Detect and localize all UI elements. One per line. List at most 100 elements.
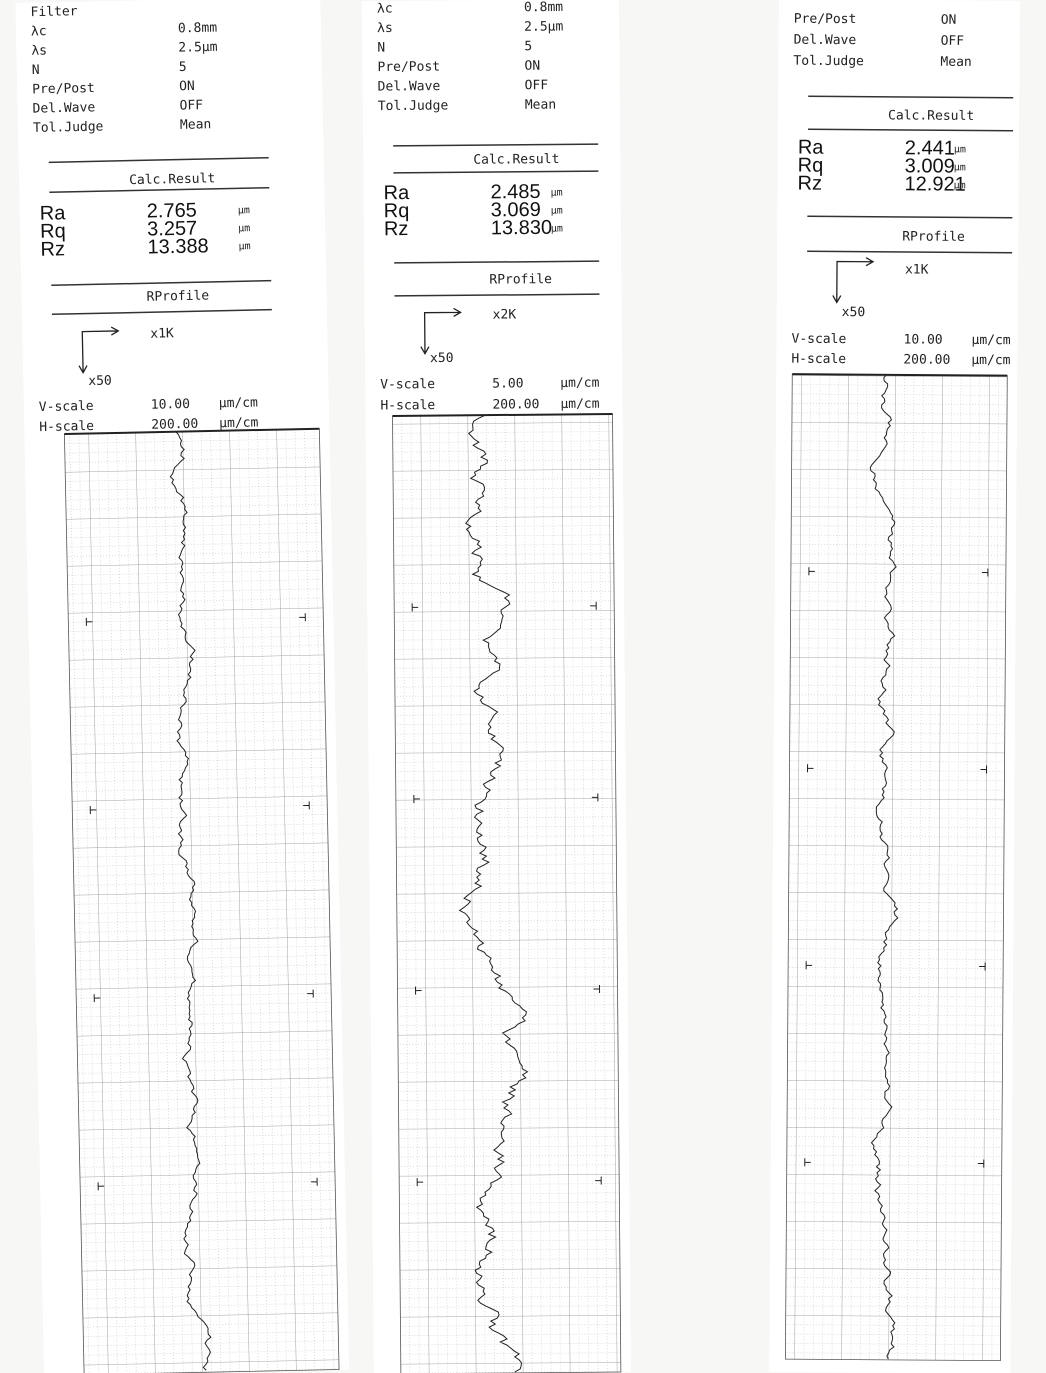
param-value: 2.5µm [524, 19, 563, 34]
tick [414, 984, 601, 995]
tick [97, 1177, 318, 1191]
param-value: 0.8mm [524, 0, 563, 15]
result-name: Rz [384, 218, 409, 240]
param-label: λc [377, 1, 393, 16]
calc-title: Calc.Result [888, 108, 974, 124]
param-value: Mean [180, 117, 212, 133]
result-value: 2.485 [490, 181, 540, 203]
tick [804, 1158, 985, 1168]
param-value: 5 [179, 60, 187, 75]
tick [93, 989, 314, 1003]
profile-trace [169, 431, 212, 1371]
tick [413, 793, 599, 803]
tick [805, 961, 986, 971]
result-value: 3.257 [147, 218, 198, 241]
result-name: Ra [798, 136, 825, 158]
param-value: 2.5µm [178, 40, 218, 56]
top-border [392, 413, 613, 417]
param-label: Tol.Judge [378, 98, 449, 114]
result-name: Rz [40, 238, 65, 261]
v-magnification: x50 [842, 305, 866, 320]
param-value: Mean [940, 55, 971, 70]
param-value: ON [941, 13, 957, 28]
rule [807, 250, 1013, 254]
rule [51, 279, 272, 287]
result-value: 2.441 [905, 137, 955, 159]
scale-label: H-scale [39, 419, 94, 435]
scale-label: V-scale [791, 332, 846, 347]
chart-grid [63, 428, 340, 1373]
param-value: Mean [525, 98, 556, 113]
result-value: 13.830 [491, 217, 552, 240]
param-label: Pre/Post [794, 12, 857, 27]
scale-label: H-scale [791, 352, 846, 367]
v-magnification: x50 [88, 374, 112, 389]
rule [808, 95, 1014, 99]
axis-arrow [78, 326, 120, 374]
calc-title: Calc.Result [129, 171, 215, 188]
result-name: Rz [798, 172, 823, 194]
param-label: N [377, 41, 385, 56]
result-unit: µm [551, 187, 563, 198]
top-border [792, 373, 1008, 377]
result-unit: µm [551, 205, 563, 216]
result-value: 12.921 [905, 173, 966, 195]
param-value: 5 [524, 39, 532, 54]
scale-unit: µm/cm [560, 397, 599, 412]
param-label: Del.Wave [794, 33, 857, 48]
scale-unit: µm/cm [971, 333, 1010, 348]
result-name: Rq [40, 220, 66, 243]
rule [393, 170, 599, 174]
profile-title: RProfile [146, 288, 209, 304]
result-unit: µm [954, 162, 966, 173]
v-magnification: x50 [430, 351, 454, 366]
scale-value: 5.00 [492, 376, 523, 391]
result-name: Rq [384, 200, 410, 222]
strip: Filter λc 0.8mm λs 2.5µm N 5 Pre/Post ON Del.Wave… [15, 0, 350, 1373]
rule [394, 293, 600, 297]
rule [807, 128, 1013, 132]
param-value: OFF [941, 34, 965, 49]
h-magnification: x1K [905, 262, 929, 277]
result-value: 3.069 [491, 199, 541, 221]
top-border [64, 427, 320, 436]
param-label: λc [31, 24, 47, 39]
profile-trace [458, 414, 529, 1373]
param-label: Del.Wave [378, 79, 441, 95]
param-label: Del.Wave [32, 100, 95, 116]
result-name: Rq [798, 154, 824, 176]
param-label: Tol.Judge [33, 119, 104, 135]
result-unit: µm [238, 223, 250, 234]
param-value: OFF [179, 98, 203, 113]
strip: λc 0.8mm λs 2.5µm N 5 Pre/Post ON Del.Wave OFF Tol… [361, 0, 631, 1373]
param-label: Pre/Post [377, 60, 440, 76]
param-label: N [32, 63, 40, 78]
rule [807, 215, 1013, 219]
strip: Pre/Post ON Del.Wave OFF Tol.Judge Mean Calc.R… [769, 0, 1020, 1373]
h-magnification: x1K [150, 326, 174, 341]
scale-label: H-scale [380, 398, 435, 413]
scale-value: 200.00 [492, 397, 539, 412]
rule [393, 143, 599, 147]
scale-unit: µm/cm [560, 376, 599, 391]
scale-label: V-scale [380, 377, 435, 392]
h-magnification: x2K [493, 307, 517, 322]
calc-title: Calc.Result [473, 152, 559, 168]
result-unit: µm [551, 223, 563, 234]
param-label: λs [377, 21, 393, 36]
tick [411, 601, 597, 612]
rule [48, 156, 269, 164]
param-value: OFF [525, 78, 549, 93]
rule [49, 186, 270, 194]
scale-value: 200.00 [903, 352, 950, 367]
param-value: 0.8mm [178, 21, 218, 37]
result-name: Ra [40, 202, 67, 225]
result-unit: µm [954, 144, 966, 155]
scale-value: 10.00 [151, 397, 190, 413]
param-value: ON [179, 79, 195, 94]
tick [808, 567, 989, 577]
result-value: 3.009 [905, 155, 955, 177]
scale-label: V-scale [39, 399, 94, 415]
param-label: λs [31, 43, 47, 58]
tick [89, 801, 310, 814]
